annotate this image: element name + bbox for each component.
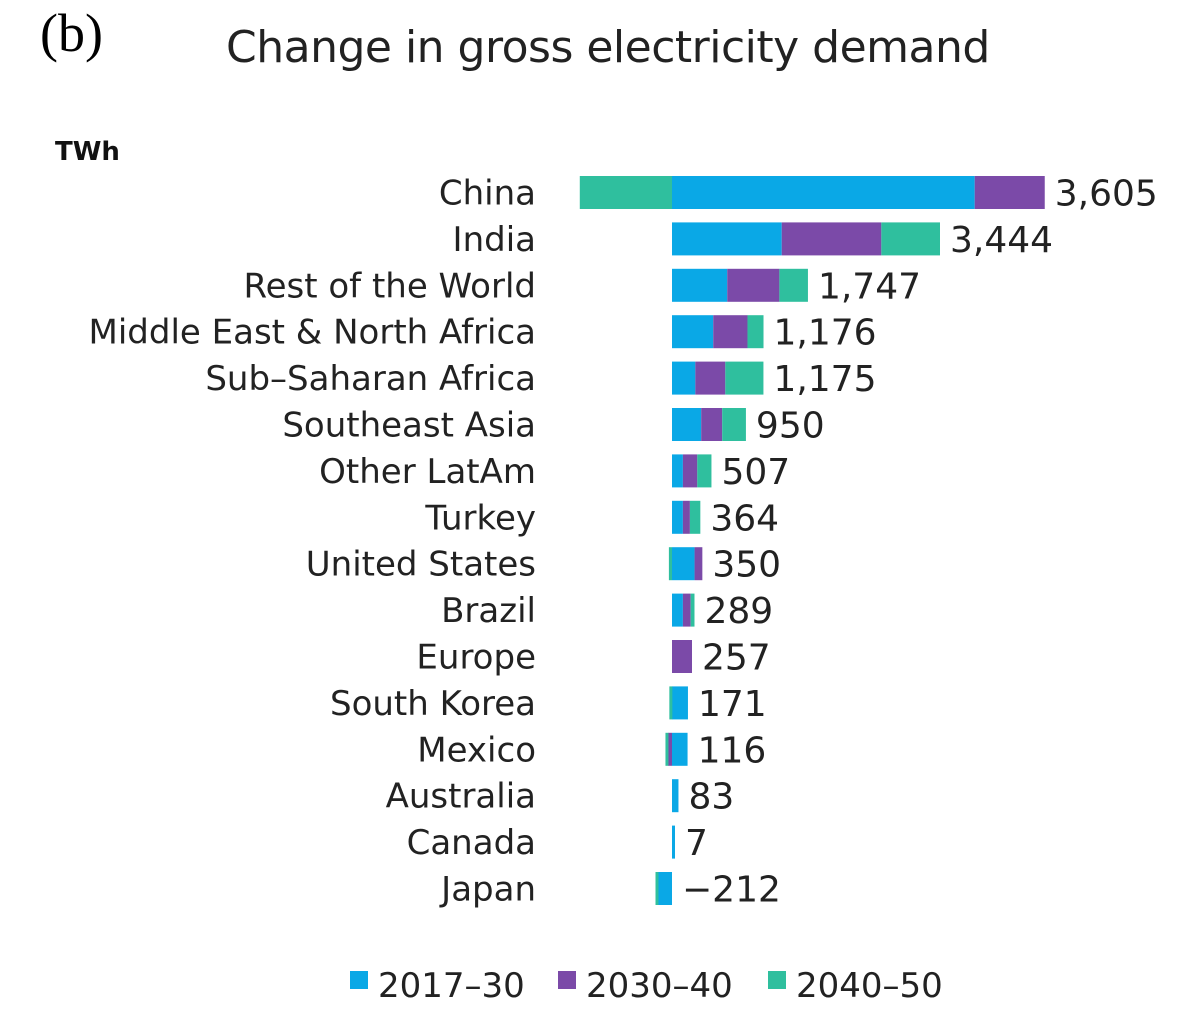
category-label: China [439, 174, 536, 214]
bar-segment [672, 315, 714, 349]
category-label: Other LatAm [319, 452, 536, 492]
bar-segment [697, 454, 712, 488]
category-label: Southeast Asia [282, 406, 536, 446]
legend-swatch [350, 971, 368, 989]
bar-segment [668, 732, 672, 766]
unit-label: TWh [55, 137, 120, 167]
value-label: 3,605 [1055, 174, 1158, 215]
bar-segment [672, 686, 688, 720]
value-label: −212 [682, 870, 781, 911]
value-label: 289 [704, 591, 773, 632]
bar-segment [974, 176, 1045, 209]
legend-swatch [768, 971, 786, 989]
bar-segment [701, 408, 723, 441]
bar-segment [672, 593, 683, 627]
category-label: Europe [416, 638, 536, 678]
legend-label: 2030–40 [586, 966, 733, 1006]
bar-segment [579, 176, 672, 209]
category-label: Japan [439, 870, 536, 910]
bar-segment [672, 547, 695, 581]
bar-segment [672, 732, 688, 766]
value-label: 350 [712, 545, 781, 586]
bar-segment [727, 268, 780, 302]
category-label: Brazil [441, 591, 536, 631]
bar-segment [722, 408, 746, 441]
bar-segment [682, 454, 698, 488]
category-label: Sub–Saharan Africa [205, 359, 536, 399]
bar-segment [747, 315, 764, 349]
legend-label: 2040–50 [796, 966, 943, 1006]
bar-segment [672, 408, 702, 441]
legend-label: 2017–30 [378, 966, 525, 1006]
category-label: Canada [407, 823, 536, 863]
bar-segment [881, 222, 940, 256]
bar-segment [669, 686, 673, 720]
bar-segment [689, 500, 701, 534]
value-label: 950 [756, 406, 825, 447]
bar-segment [672, 779, 679, 813]
value-label: 364 [710, 498, 779, 539]
bar-segment [672, 640, 692, 673]
bar-segment [672, 361, 696, 395]
panel-label: (b) [40, 3, 103, 63]
value-label: 7 [685, 823, 708, 864]
bar-segment [779, 268, 808, 302]
bar-segment [655, 872, 659, 905]
bar-segment [672, 268, 728, 302]
category-label: Middle East & North Africa [89, 313, 536, 353]
bar-segment [725, 361, 764, 395]
bar-segment [672, 454, 683, 488]
bar-segment [672, 825, 675, 859]
value-label: 1,175 [773, 359, 876, 400]
value-label: 1,747 [818, 266, 921, 307]
bar-segment [695, 361, 726, 395]
bar-segment [672, 222, 782, 256]
bar-segment [657, 872, 672, 905]
value-label: 3,444 [950, 220, 1053, 261]
bar-segment [668, 547, 672, 581]
category-label: Rest of the World [244, 266, 537, 306]
value-label: 83 [688, 777, 734, 818]
bar-segment [672, 176, 975, 209]
value-label: 171 [698, 684, 767, 725]
value-label: 1,176 [774, 313, 877, 354]
category-label: Turkey [424, 498, 536, 538]
chart-title: Change in gross electricity demand [226, 22, 990, 73]
bar-segment [682, 500, 690, 534]
bar-segment [690, 593, 695, 627]
category-label: South Korea [330, 684, 536, 724]
bar-segment [694, 547, 703, 581]
bar-segment [781, 222, 882, 256]
legend-swatch [558, 971, 576, 989]
bar-segment [672, 500, 683, 534]
bar-segment [682, 593, 691, 627]
category-label: Mexico [417, 730, 536, 770]
value-label: 116 [698, 730, 767, 771]
value-label: 257 [702, 638, 771, 679]
category-label: India [453, 220, 536, 260]
value-label: 507 [721, 452, 790, 493]
bar-segment [713, 315, 748, 349]
category-label: Australia [386, 777, 536, 817]
bar-segment [665, 732, 669, 766]
category-label: United States [306, 545, 536, 585]
